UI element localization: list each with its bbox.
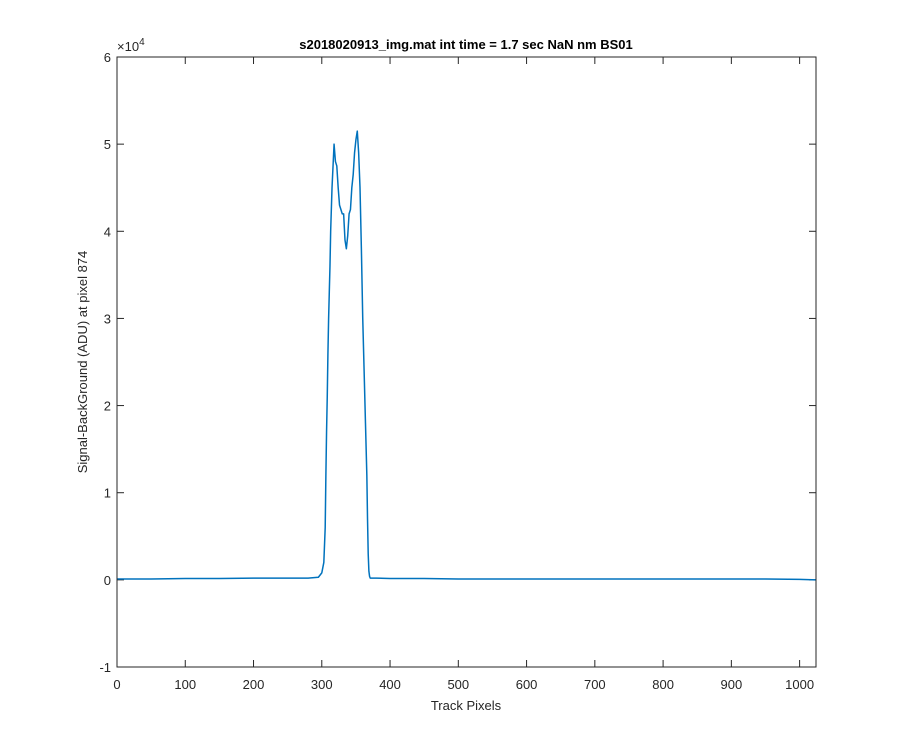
y-tick-label: 6: [104, 50, 111, 65]
x-tick-label: 400: [379, 677, 401, 692]
ticks-group: [116, 56, 816, 668]
y-tick-label: 3: [104, 311, 111, 326]
tick-labels-group: 0 100 200 300 400 500 600 700 800 900 1000-1012345…: [99, 50, 814, 692]
x-tick-label: 100: [174, 677, 196, 692]
x-tick-label: 500: [447, 677, 469, 692]
y-exponent-label: ×104: [117, 37, 145, 54]
x-tick-label: 0: [113, 677, 120, 692]
series-line: [117, 130, 817, 581]
axes-box: [116, 56, 817, 668]
y-exponent-power: 4: [139, 37, 145, 48]
chart-title: s2018020913_img.mat int time = 1.7 sec N…: [299, 37, 633, 52]
x-axis-label: Track Pixels: [431, 698, 502, 713]
x-tick-label: 200: [243, 677, 265, 692]
plot-area: [117, 57, 816, 667]
x-tick-label: 300: [311, 677, 333, 692]
x-tick-label: 600: [516, 677, 538, 692]
y-exponent-base: ×10: [117, 39, 139, 54]
y-tick-label: 1: [104, 486, 111, 501]
x-tick-label: 800: [652, 677, 674, 692]
y-tick-label: -1: [99, 660, 111, 675]
x-tick-label: 700: [584, 677, 606, 692]
y-tick-label: 0: [104, 573, 111, 588]
y-tick-label: 4: [104, 224, 111, 239]
x-tick-label: 900: [721, 677, 743, 692]
y-tick-label: 5: [104, 137, 111, 152]
y-tick-label: 2: [104, 399, 111, 414]
y-axis-label: Signal-BackGround (ADU) at pixel 874: [75, 251, 90, 474]
x-tick-label: 1000: [785, 677, 814, 692]
